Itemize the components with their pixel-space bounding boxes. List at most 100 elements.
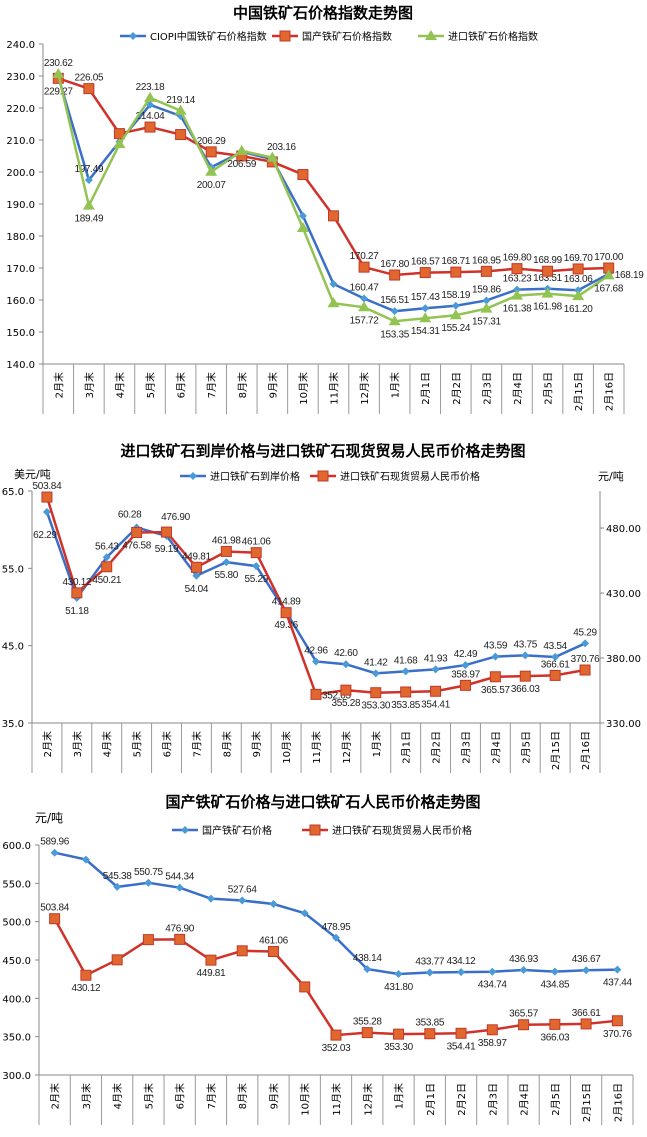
category-label: 2月16日 — [604, 372, 616, 411]
data-point — [310, 688, 322, 700]
category-label: 2月4日 — [519, 1083, 531, 1116]
category-label: 2月15日 — [573, 372, 585, 411]
data-point — [393, 1028, 405, 1040]
data-label: 41.93 — [424, 653, 448, 664]
data-point — [360, 294, 369, 303]
legend-label: CIOPI中国铁矿石价格指数 — [150, 30, 267, 43]
data-label: 355.28 — [353, 1017, 383, 1028]
data-label: 43.54 — [543, 641, 567, 652]
data-point — [296, 222, 309, 232]
data-label: 168.19 — [615, 270, 645, 281]
y-tick-label: 180.0 — [6, 232, 35, 243]
legend-marker — [309, 824, 321, 836]
data-label: 43.59 — [484, 641, 508, 652]
data-point — [551, 652, 560, 661]
data-label: 370.76 — [571, 654, 601, 665]
data-point — [205, 165, 218, 176]
legend-marker — [181, 826, 189, 834]
data-point — [42, 507, 51, 516]
data-point — [431, 665, 440, 674]
data-label: 219.14 — [166, 95, 196, 106]
data-point — [486, 1024, 498, 1036]
category-label: 10月末 — [280, 731, 293, 764]
data-point — [510, 289, 523, 300]
data-point — [425, 968, 434, 977]
category-label: 5月末 — [142, 1083, 155, 1109]
y-tick-label: 190.0 — [6, 200, 35, 211]
data-label: 163.51 — [533, 273, 563, 284]
y-tick-label: 220.0 — [6, 104, 35, 115]
data-label: 437.44 — [603, 978, 633, 989]
category-label: 3月末 — [80, 1083, 93, 1109]
legend-label: 进口铁矿石到岸价格 — [210, 470, 300, 483]
data-point — [549, 669, 561, 681]
data-label: 476.90 — [165, 923, 195, 934]
y-tick-label: 65.0 — [2, 487, 24, 498]
data-label: 366.61 — [572, 1008, 602, 1019]
chart-1: 中国铁矿石价格指数走势图 2月末 3月末 4月末 5月末 6月末 7月末 8月末 9月末 10月末… — [6, 4, 645, 414]
data-point — [269, 900, 278, 909]
data-point — [421, 304, 430, 313]
y-tick-label: 550.0 — [2, 879, 31, 890]
legend-marker — [189, 472, 197, 480]
category-label: 2月末 — [52, 372, 65, 398]
data-point — [358, 301, 371, 312]
y-tick-label: 150.0 — [6, 328, 35, 339]
data-label: 159.86 — [472, 284, 502, 295]
data-point — [174, 104, 187, 115]
data-label: 503.84 — [33, 481, 63, 492]
data-point — [449, 309, 462, 320]
data-point — [175, 129, 187, 141]
data-point — [144, 878, 153, 887]
data-point — [450, 266, 462, 278]
category-label: 2月16日 — [580, 731, 592, 770]
data-label: 189.49 — [74, 214, 104, 225]
y-tick-label: 140.0 — [6, 360, 35, 371]
data-label: 358.97 — [451, 669, 481, 680]
data-point — [542, 265, 554, 277]
y-tick-label: 200.0 — [6, 168, 35, 179]
data-point — [220, 545, 232, 557]
category-label: 4月末 — [113, 372, 126, 398]
data-point — [250, 547, 262, 559]
category-label: 2月3日 — [460, 731, 472, 764]
category-label: 12月末 — [361, 1083, 374, 1116]
data-point — [144, 121, 156, 133]
data-label: 168.71 — [441, 256, 471, 267]
data-point — [400, 686, 412, 698]
data-point — [613, 965, 622, 974]
data-label: 353.30 — [361, 701, 391, 712]
data-label: 544.34 — [165, 872, 195, 883]
data-label: 353.85 — [391, 700, 421, 711]
data-point — [390, 307, 399, 316]
data-point — [41, 491, 53, 503]
data-label: 589.96 — [40, 837, 70, 848]
data-point — [111, 954, 123, 966]
data-point — [267, 946, 279, 958]
category-label: 3月末 — [83, 372, 96, 398]
legend-marker — [317, 470, 329, 482]
data-label: 414.89 — [272, 597, 302, 608]
data-label: 370.76 — [603, 1029, 633, 1040]
data-label: 42.49 — [454, 649, 478, 660]
y-tick-label: 240.0 — [6, 40, 35, 51]
data-point — [222, 558, 231, 567]
data-label: 156.51 — [380, 295, 410, 306]
category-label: 9月末 — [267, 1083, 280, 1109]
data-label: 438.14 — [353, 953, 383, 964]
y-tick-label: 35.0 — [2, 719, 24, 730]
data-point — [371, 669, 380, 678]
data-point — [329, 280, 338, 288]
category-label: 5月末 — [144, 372, 157, 398]
data-point — [330, 1029, 342, 1041]
y-axis-unit: 元/吨 — [35, 811, 63, 825]
category-label: 4月末 — [111, 1083, 124, 1109]
data-label: 200.07 — [197, 180, 227, 191]
data-label: 449.81 — [182, 551, 212, 562]
data-label: 55.80 — [215, 570, 239, 581]
category-label: 2月2日 — [451, 372, 463, 405]
chart-title: 中国铁矿石价格指数走势图 — [233, 4, 413, 22]
data-point — [480, 265, 492, 277]
data-point — [192, 571, 201, 580]
